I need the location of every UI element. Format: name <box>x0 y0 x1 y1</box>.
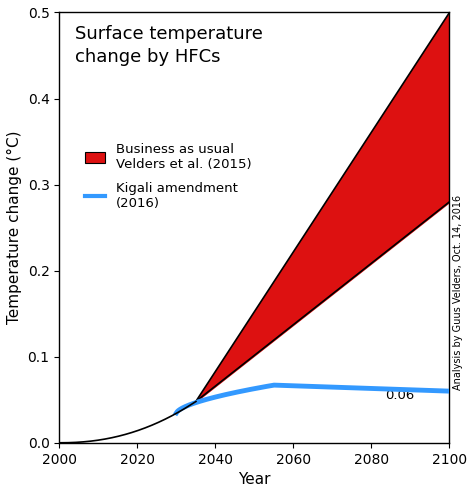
Text: Surface temperature
change by HFCs: Surface temperature change by HFCs <box>75 25 263 66</box>
Y-axis label: Temperature change (°C): Temperature change (°C) <box>7 131 22 325</box>
X-axis label: Year: Year <box>238 472 271 487</box>
Legend: Business as usual
Velders et al. (2015), Kigali amendment
(2016): Business as usual Velders et al. (2015),… <box>82 139 255 214</box>
Text: 0.06: 0.06 <box>385 389 414 402</box>
Text: Analysis by Guus Velders, Oct. 14, 2016: Analysis by Guus Velders, Oct. 14, 2016 <box>454 195 464 390</box>
